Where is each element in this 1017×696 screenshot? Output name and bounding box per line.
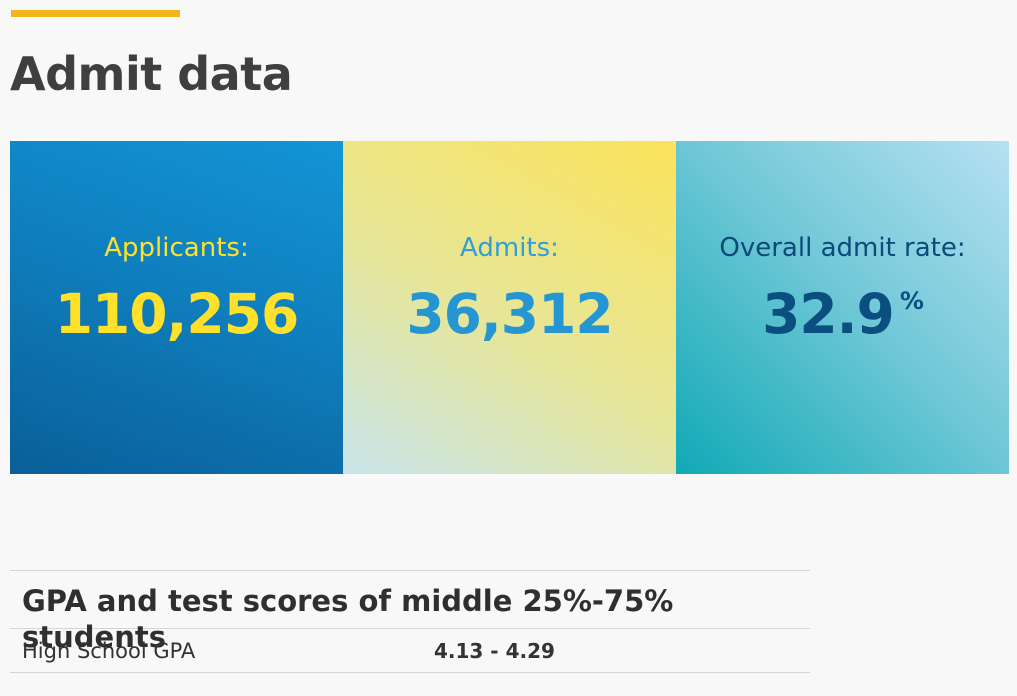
admits-number: 36,312	[406, 282, 613, 347]
admits-label: Admits:	[460, 233, 559, 263]
admit-rate-value: 32.9 %	[762, 282, 924, 347]
admit-rate-label: Overall admit rate:	[719, 233, 966, 263]
applicants-value: 110,256	[54, 282, 300, 347]
scores-heading: GPA and test scores of middle 25%-75% st…	[10, 571, 810, 654]
admits-stat: Admits: 36,312	[343, 141, 676, 474]
table-row: High School GPA 4.13 - 4.29	[10, 629, 810, 673]
admit-rate-number: 32.9	[762, 282, 895, 347]
admits-value: 36,312	[406, 282, 613, 347]
gpa-value: 4.13 - 4.29	[434, 638, 555, 663]
applicants-number: 110,256	[54, 282, 300, 347]
applicants-label: Applicants:	[104, 233, 249, 263]
gpa-label: High School GPA	[22, 638, 196, 663]
page-title: Admit data	[10, 47, 293, 101]
scores-table: GPA and test scores of middle 25%-75% st…	[10, 570, 810, 673]
accent-bar	[11, 10, 180, 17]
stats-panel: Applicants: 110,256 Admits: 36,312 Overa…	[10, 141, 1009, 474]
applicants-stat: Applicants: 110,256	[10, 141, 343, 474]
percent-suffix: %	[899, 287, 924, 316]
admit-rate-stat: Overall admit rate: 32.9 %	[676, 141, 1009, 474]
